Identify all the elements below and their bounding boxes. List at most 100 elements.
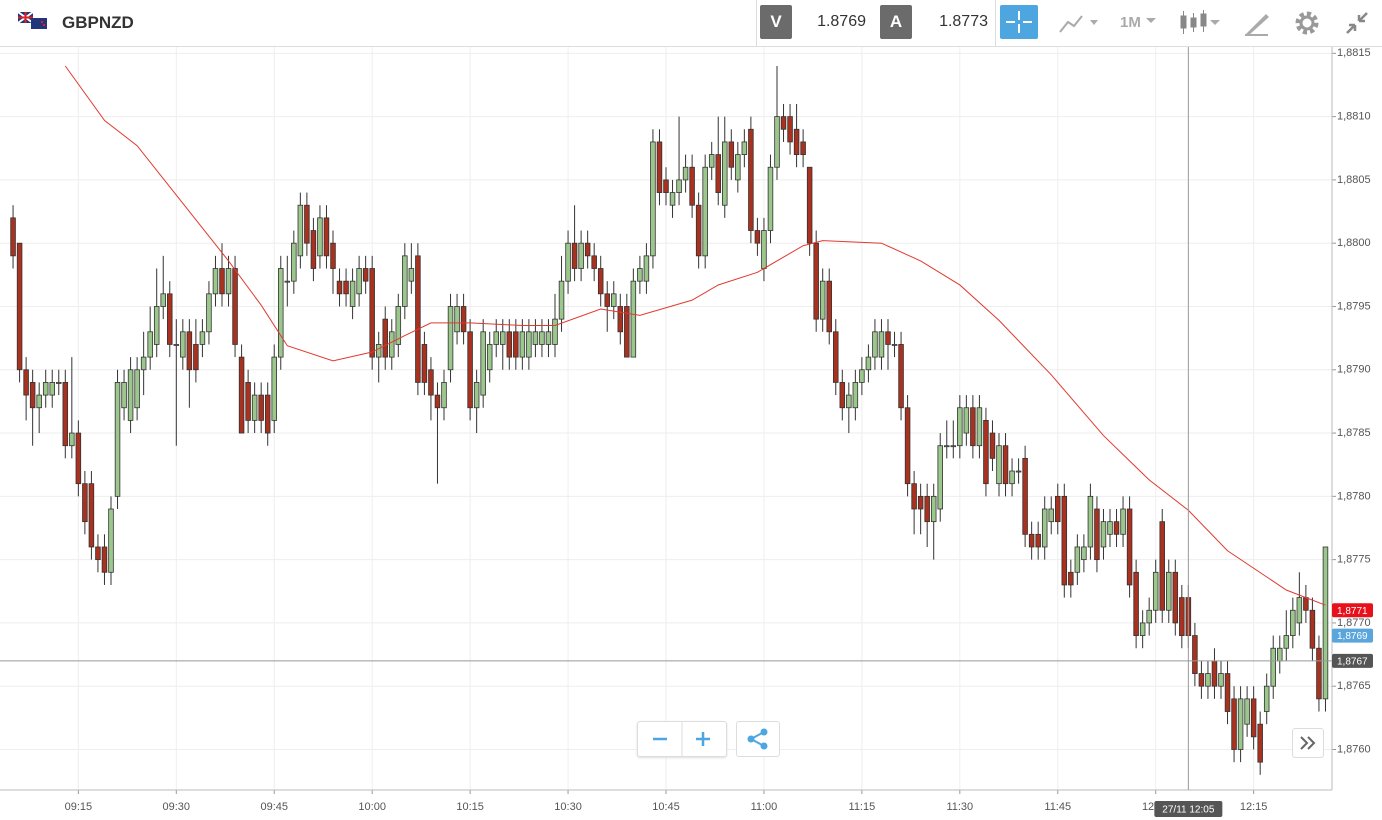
bear-candle: [1257, 723, 1263, 763]
bull-candle: [1218, 673, 1224, 687]
bull-candle: [408, 268, 415, 282]
candle-button[interactable]: [1178, 8, 1228, 38]
bull-candle: [49, 382, 55, 396]
ask-price[interactable]: 1.8773: [939, 13, 988, 30]
bull-candle: [1244, 698, 1250, 725]
symbol: GBPNZD: [62, 13, 134, 32]
bear-candle: [597, 268, 604, 295]
bear-candle: [689, 166, 695, 206]
bull-candle: [134, 369, 140, 409]
bear-candle: [1250, 698, 1257, 738]
bear-candle: [1133, 571, 1139, 636]
bear-candle: [780, 116, 787, 130]
bull-candle: [1081, 546, 1087, 561]
bull-candle: [127, 369, 134, 421]
crosshair-y-tag: [1332, 653, 1373, 668]
bull-candle: [1290, 609, 1296, 636]
bull-candle: [846, 394, 852, 409]
bear-candle: [989, 432, 996, 459]
bull-candle: [611, 293, 617, 307]
crosshair-x-tag: [1154, 801, 1223, 817]
bear-candle: [310, 230, 317, 269]
bull-candle: [539, 331, 545, 345]
bear-candle: [924, 495, 930, 523]
bear-candle: [95, 546, 101, 561]
bull-candle: [878, 331, 885, 358]
bear-candle: [1316, 647, 1322, 700]
collapse-button[interactable]: [1342, 8, 1372, 38]
y-tick-label: 1,8760: [1337, 743, 1371, 755]
bull-candle: [669, 192, 676, 206]
bull-candle: [1166, 571, 1172, 611]
bull-candle: [271, 356, 277, 421]
bull-candle: [356, 268, 362, 295]
bear-candle: [917, 495, 924, 510]
bear-candle: [415, 255, 421, 383]
chart-type-button[interactable]: [1056, 8, 1116, 38]
bear-candle: [983, 419, 989, 485]
bull-candle: [637, 268, 643, 282]
bull-candle: [865, 356, 872, 371]
bull-candle: [722, 141, 728, 206]
bull-candle: [963, 407, 970, 434]
bull-candle: [1048, 508, 1054, 523]
bull-candle: [251, 394, 258, 421]
bear-candle: [304, 204, 310, 244]
draw-button[interactable]: [1242, 8, 1272, 38]
bull-candle: [402, 255, 408, 307]
bear-candle: [88, 483, 95, 548]
plot: [10, 65, 1329, 775]
bull-candle: [944, 445, 950, 448]
bull-candle: [225, 268, 232, 295]
bull-candle: [480, 331, 486, 396]
bear-candle: [1094, 508, 1100, 561]
bear-candle: [911, 483, 917, 510]
scroll-right-button[interactable]: [1292, 728, 1324, 758]
bull-candle: [519, 331, 526, 358]
bull-candle: [375, 344, 382, 358]
bear-candle: [232, 268, 238, 345]
bull-candle: [114, 382, 121, 497]
bull-candle: [565, 242, 571, 282]
bear-candle: [1035, 533, 1041, 548]
bull-candle: [1152, 571, 1159, 611]
bear-candle: [1022, 457, 1028, 535]
y-tick-label: 1,8805: [1337, 174, 1371, 186]
ask-tag[interactable]: A: [880, 5, 912, 39]
bull-candle: [526, 331, 532, 358]
bull-candle: [1087, 495, 1094, 548]
y-tick-label: 1,8815: [1337, 47, 1371, 59]
settings-button[interactable]: [1292, 8, 1322, 38]
bear-candle: [193, 344, 199, 371]
bull-candle: [108, 508, 114, 573]
bear-candle: [728, 141, 735, 168]
bear-candle: [362, 268, 369, 282]
x-tick-label: 12:15: [1240, 801, 1268, 813]
crosshair-button[interactable]: [1000, 5, 1038, 39]
bull-candle: [199, 331, 206, 345]
bear-candle: [1231, 698, 1237, 750]
bear-candle: [75, 432, 82, 485]
bear-candle: [1055, 495, 1061, 523]
timeframe[interactable]: 1M: [1120, 14, 1141, 31]
x-tick-label: 10:30: [554, 801, 582, 813]
bear-candle: [382, 318, 388, 358]
bear-candle: [29, 382, 36, 409]
y-tick-label: 1,8770: [1337, 617, 1371, 629]
x-tick-label: 10:00: [358, 801, 386, 813]
bid-tag[interactable]: V: [760, 5, 792, 39]
bear-candle: [1068, 571, 1074, 586]
bull-candle: [180, 331, 186, 358]
y-tick-label: 1,8800: [1337, 237, 1371, 249]
bull-candle: [1277, 647, 1283, 662]
bull-candle: [473, 382, 480, 409]
bull-candle: [212, 268, 219, 295]
share-button[interactable]: [736, 721, 780, 757]
bull-candle: [69, 432, 75, 447]
bull-candle: [349, 280, 356, 307]
bear-candle: [101, 546, 108, 573]
bear-candle: [186, 331, 193, 371]
bull-candle: [36, 394, 42, 409]
bull-candle: [1270, 647, 1276, 687]
bid-price[interactable]: 1.8769: [817, 13, 866, 30]
